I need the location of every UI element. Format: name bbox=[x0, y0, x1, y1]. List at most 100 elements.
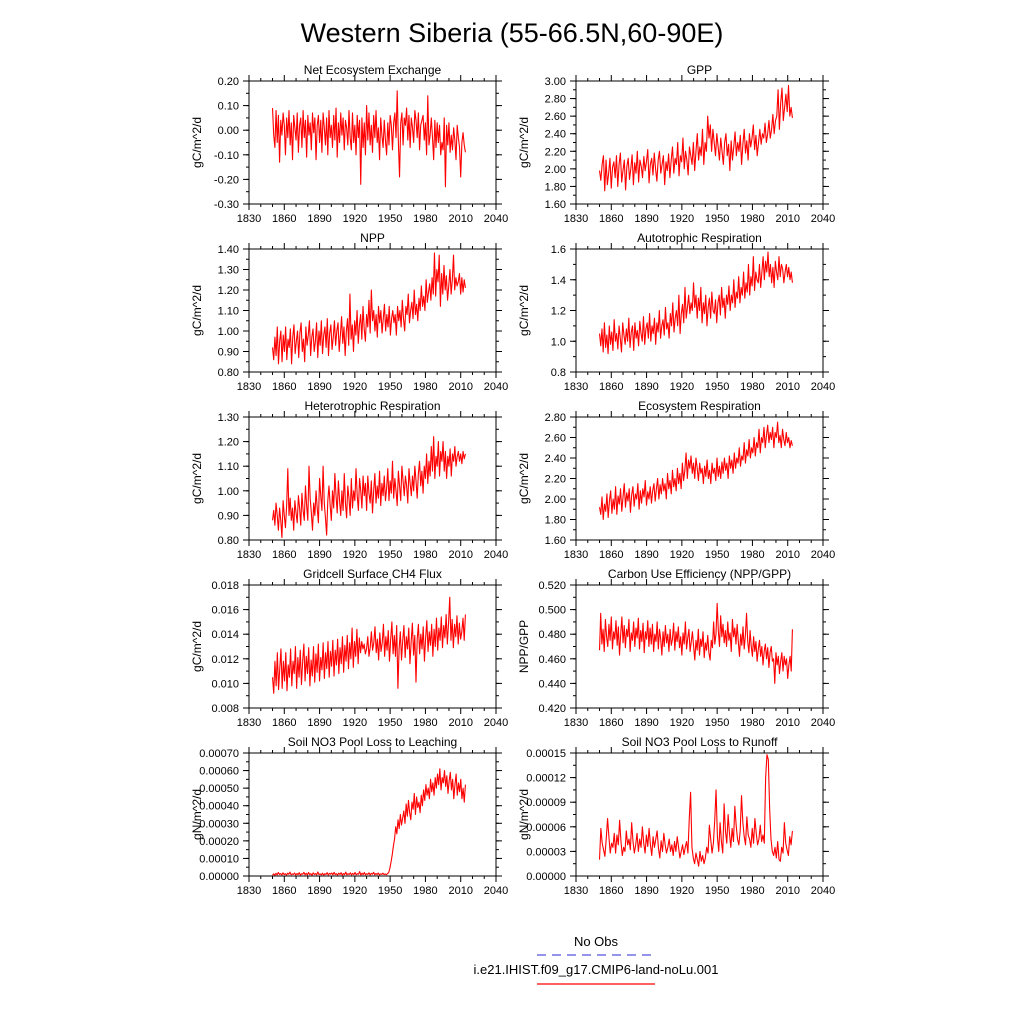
panel-title: Net Ecosystem Exchange bbox=[304, 63, 442, 77]
x-tick-label: 1920 bbox=[670, 549, 694, 561]
panel-6: Gridcell Surface CH4 Flux gC/m^2/d 1830 186… bbox=[190, 567, 508, 729]
y-tick-label: -0.10 bbox=[214, 150, 239, 162]
x-tick-label: 1890 bbox=[307, 381, 331, 393]
y-tick-label: 2.60 bbox=[545, 111, 566, 123]
y-tick-label: 0.014 bbox=[211, 629, 239, 641]
x-tick-label: 1830 bbox=[237, 885, 261, 897]
y-tick-label: -0.30 bbox=[214, 199, 239, 211]
y-tick-label: 1.40 bbox=[218, 244, 239, 256]
x-tick-label: 1920 bbox=[670, 717, 694, 729]
y-tick-label: 0.018 bbox=[211, 580, 239, 592]
x-tick-label: 1920 bbox=[670, 381, 694, 393]
panel-title: Autotrophic Respiration bbox=[637, 231, 762, 245]
x-tick-label: 1860 bbox=[599, 213, 623, 225]
x-tick-label: 1950 bbox=[705, 381, 729, 393]
y-tick-label: 0.008 bbox=[211, 703, 239, 715]
y-tick-label: 0.00040 bbox=[199, 801, 239, 813]
panel-title: Soil NO3 Pool Loss to Leaching bbox=[288, 735, 457, 749]
x-tick-label: 2010 bbox=[448, 549, 472, 561]
y-tick-label: 1.4 bbox=[551, 275, 566, 287]
y-axis-label: gC/m^2/d bbox=[517, 117, 531, 168]
x-tick-label: 1890 bbox=[307, 885, 331, 897]
series-line-0 bbox=[271, 90, 466, 188]
series-line-0 bbox=[598, 84, 793, 192]
series-line-0 bbox=[598, 602, 793, 684]
y-tick-label: 0.80 bbox=[218, 535, 239, 547]
y-tick-label: 0.520 bbox=[538, 580, 566, 592]
x-tick-label: 1980 bbox=[413, 381, 437, 393]
x-tick-label: 1830 bbox=[564, 885, 588, 897]
panels: Net Ecosystem Exchange gC/m^2/d 1830 1860 18… bbox=[190, 63, 835, 897]
panel-title: GPP bbox=[687, 63, 712, 77]
x-tick-label: 1890 bbox=[634, 717, 658, 729]
y-tick-label: 0.8 bbox=[551, 367, 566, 379]
y-tick-label: 2.80 bbox=[545, 94, 566, 106]
y-tick-label: 0.00000 bbox=[199, 871, 239, 883]
panel-title: Ecosystem Respiration bbox=[638, 399, 761, 413]
x-tick-label: 2010 bbox=[448, 213, 472, 225]
panel-2: NPP gC/m^2/d 1830 1860 1890 1920 1950 1980 2010 2… bbox=[190, 231, 508, 393]
x-tick-label: 1980 bbox=[740, 381, 764, 393]
y-axis-label: NPP/GPP bbox=[517, 620, 531, 673]
y-tick-label: 0.00010 bbox=[199, 853, 239, 865]
x-tick-label: 2010 bbox=[775, 213, 799, 225]
x-tick-label: 2040 bbox=[484, 381, 508, 393]
x-tick-label: 1950 bbox=[705, 885, 729, 897]
y-tick-label: 3.00 bbox=[545, 76, 566, 88]
y-tick-label: 1.60 bbox=[545, 199, 566, 211]
y-tick-label: 2.40 bbox=[545, 453, 566, 465]
x-tick-label: 1950 bbox=[705, 717, 729, 729]
panel-3: Autotrophic Respiration gC/m^2/d 1830 1860 1… bbox=[517, 231, 835, 393]
x-tick-label: 2040 bbox=[811, 381, 835, 393]
x-tick-label: 1890 bbox=[307, 717, 331, 729]
x-tick-label: 1950 bbox=[705, 213, 729, 225]
x-tick-label: 1860 bbox=[272, 381, 296, 393]
plot-frame bbox=[248, 752, 497, 877]
x-tick-label: 2010 bbox=[775, 381, 799, 393]
y-axis-label: gN/m^2/d bbox=[517, 789, 531, 840]
y-tick-label: 1.0 bbox=[551, 336, 566, 348]
y-axis-label: gC/m^2/d bbox=[517, 285, 531, 336]
y-tick-label: 2.20 bbox=[545, 146, 566, 158]
x-tick-label: 1950 bbox=[378, 381, 402, 393]
y-tick-label: 0.420 bbox=[538, 703, 566, 715]
y-tick-label: 0.016 bbox=[211, 605, 239, 617]
y-tick-label: 2.80 bbox=[545, 412, 566, 424]
series-line-0 bbox=[271, 596, 466, 694]
x-tick-label: 2010 bbox=[775, 885, 799, 897]
y-tick-label: 0.00070 bbox=[199, 748, 239, 760]
panel-8: Soil NO3 Pool Loss to Leaching gN/m^2/d 18… bbox=[190, 735, 508, 897]
panel-title: NPP bbox=[360, 231, 385, 245]
series-line-0 bbox=[598, 251, 793, 355]
x-tick-label: 1830 bbox=[237, 549, 261, 561]
x-tick-label: 1890 bbox=[307, 213, 331, 225]
y-tick-label: 1.80 bbox=[545, 181, 566, 193]
y-tick-label: 1.10 bbox=[218, 461, 239, 473]
x-tick-label: 1920 bbox=[343, 381, 367, 393]
y-tick-label: 1.00 bbox=[218, 326, 239, 338]
x-tick-label: 2040 bbox=[484, 885, 508, 897]
x-tick-label: 1920 bbox=[343, 885, 367, 897]
x-tick-label: 1920 bbox=[343, 549, 367, 561]
x-tick-label: 2040 bbox=[811, 213, 835, 225]
x-tick-label: 1980 bbox=[413, 549, 437, 561]
y-tick-label: 1.10 bbox=[218, 306, 239, 318]
series-line-0 bbox=[271, 436, 466, 539]
y-tick-label: 0.00006 bbox=[526, 822, 566, 834]
y-tick-label: 0.00050 bbox=[199, 783, 239, 795]
y-tick-label: 0.20 bbox=[218, 76, 239, 88]
x-tick-label: 1950 bbox=[378, 885, 402, 897]
x-tick-label: 1860 bbox=[272, 213, 296, 225]
x-tick-label: 1920 bbox=[343, 717, 367, 729]
y-tick-label: 0.00009 bbox=[526, 797, 566, 809]
panel-0: Net Ecosystem Exchange gC/m^2/d 1830 1860 18… bbox=[190, 63, 508, 225]
y-tick-label: 0.00000 bbox=[526, 871, 566, 883]
x-tick-label: 1980 bbox=[740, 717, 764, 729]
y-tick-label: 0.012 bbox=[211, 654, 239, 666]
y-tick-label: 0.00015 bbox=[526, 748, 566, 760]
y-tick-label: 0.00030 bbox=[199, 818, 239, 830]
x-tick-label: 1890 bbox=[634, 885, 658, 897]
y-tick-label: 2.20 bbox=[545, 474, 566, 486]
x-tick-label: 1920 bbox=[343, 213, 367, 225]
